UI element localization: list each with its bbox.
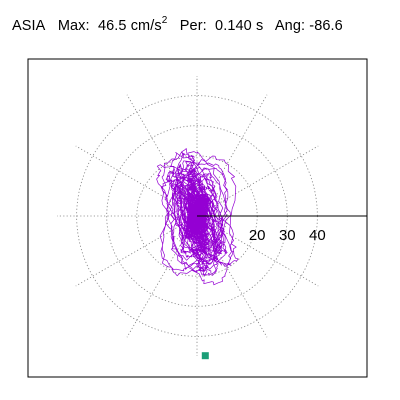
angle-label: Ang: [274, 17, 306, 34]
grid-spoke-60 [196, 94, 268, 217]
radial-tick-label-20: 20 [249, 227, 266, 244]
period-label: Per: [179, 17, 207, 34]
grid-spoke-300 [196, 215, 268, 338]
marker-layer [201, 352, 209, 360]
grid-spoke-30 [196, 145, 319, 217]
radial-tick-label-40: 40 [309, 227, 326, 244]
angle-value: -86.6 [309, 17, 343, 34]
chart-title: ASIA Max: 46.5 cm/s2 Per: 0.140 s Ang: -… [12, 15, 343, 34]
radial-tick-label-30: 30 [279, 227, 296, 244]
peak-marker [201, 352, 209, 360]
max-unit-exponent: 2 [161, 15, 168, 26]
plot-frame [27, 58, 368, 378]
orbit-trace [156, 148, 239, 286]
orbit-trace-path [156, 148, 239, 286]
grid-spoke-240 [126, 215, 198, 338]
period-value: 0.140 s [215, 17, 264, 34]
grid-spoke-150 [75, 145, 198, 217]
grid-spoke-210 [75, 215, 198, 287]
station-name: ASIA [12, 17, 46, 34]
radial-axis: 20 30 40 [197, 215, 367, 244]
grid-spoke-330 [196, 215, 319, 287]
max-label: Max: [57, 17, 90, 34]
grid-spoke-120 [126, 94, 198, 217]
max-value: 46.5 [97, 17, 127, 34]
max-unit: cm/s [130, 17, 162, 34]
